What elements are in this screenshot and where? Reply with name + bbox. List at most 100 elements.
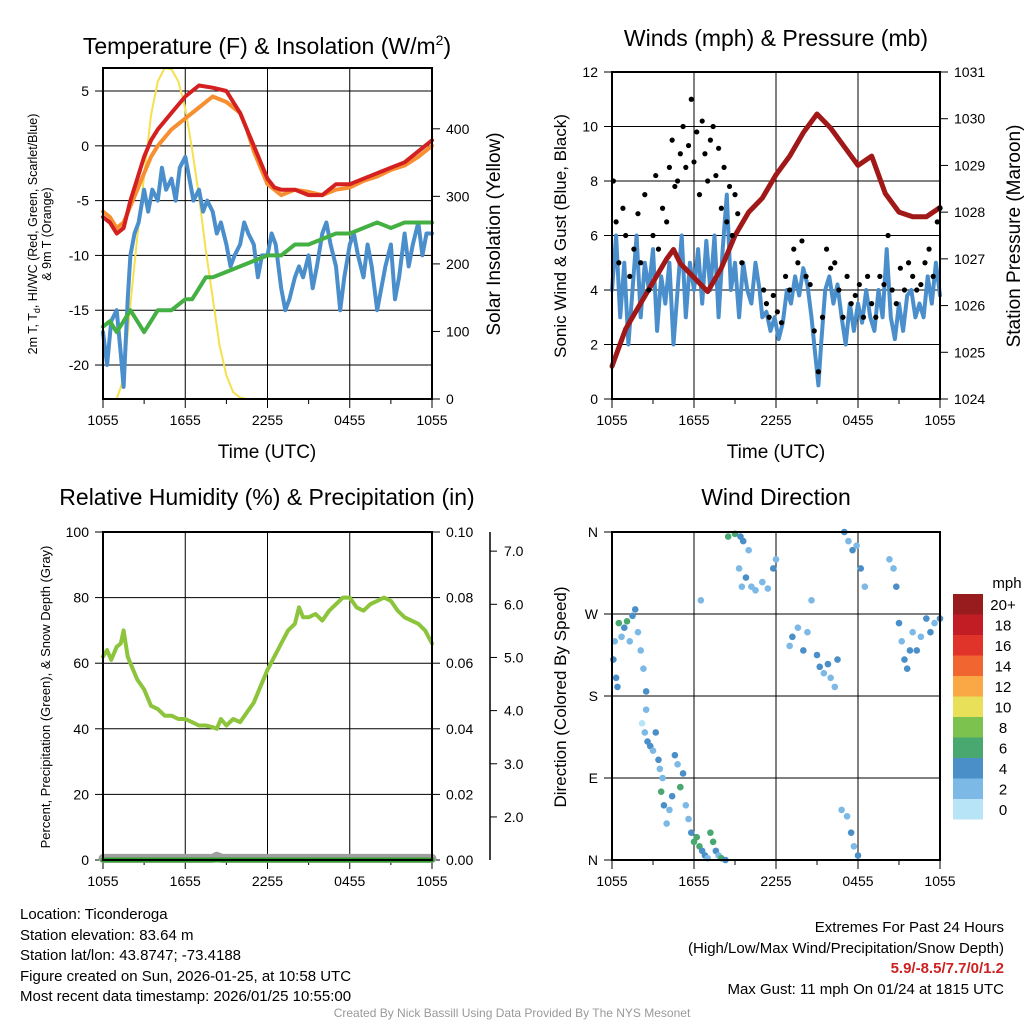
gust-point [901, 287, 908, 293]
wind-x-tick-label: 1055 [596, 412, 627, 428]
gust-point [787, 287, 793, 293]
gust-point [672, 183, 678, 190]
temp-plot-frame [102, 67, 433, 400]
legend-swatch [953, 655, 983, 676]
direction-point [649, 747, 657, 754]
direction-point [663, 820, 670, 827]
wind-x-tick-label: 1655 [678, 412, 709, 428]
gust-point [716, 145, 722, 151]
rh-y-right-tick-label: 0.10 [446, 524, 473, 540]
gust-point [774, 309, 780, 315]
dir-x-tick-label: 0455 [842, 873, 873, 889]
legend-label: 0 [999, 802, 1007, 819]
gust-point [832, 260, 838, 266]
temp-y-right-label: Solar Insolation (Yellow) [484, 132, 505, 335]
gust-point [889, 287, 895, 293]
gust-point [683, 164, 689, 170]
direction-point [789, 633, 796, 641]
gust-point [893, 301, 899, 307]
gust-point [881, 281, 887, 288]
gust-point [897, 265, 903, 271]
max-gust-text: Max Gust: 11 mph On 01/24 at 1815 UTC [727, 980, 1004, 998]
gust-point [650, 232, 656, 239]
temp-y-right-tick-label: 300 [446, 188, 470, 204]
gust-point [713, 172, 719, 179]
temp-x-tick-label: 1055 [416, 412, 447, 428]
rh-y-right-tick-label: 0.04 [446, 721, 473, 737]
gust-point [761, 287, 767, 293]
rh-plot: 1055 1655 2255 0455 1055 0 20 40 60 80 100 0.00 0.02… [66, 524, 524, 889]
dir-x-tick-label: 1055 [596, 873, 627, 889]
legend-label: 20+ [990, 597, 1016, 614]
dir-x-tick-label: 2255 [760, 873, 791, 889]
direction-point [629, 612, 636, 620]
direction-point [685, 815, 692, 823]
rh-series-relative-humidity [101, 595, 434, 731]
gust-point [655, 246, 662, 252]
temp-y-tick-label: 0 [81, 138, 89, 154]
gust-point [934, 219, 940, 225]
gust-point [694, 129, 700, 135]
gust-point [778, 320, 785, 326]
direction-point [892, 583, 900, 590]
direction-point [917, 633, 925, 641]
direction-point [652, 729, 660, 736]
gust-point [782, 273, 789, 279]
dir-x-tick-label: 1055 [924, 873, 955, 889]
gust-point [905, 260, 912, 266]
temp-series-insolation [102, 67, 433, 400]
direction-point [745, 546, 752, 554]
wind-y-label: Sonic Wind & Gust (Blue, Black) [551, 114, 570, 358]
gust-point [828, 265, 834, 271]
wind-y-tick-label: 0 [590, 391, 598, 407]
gust-point [930, 273, 936, 279]
gust-point [877, 273, 883, 279]
direction-point [612, 674, 620, 682]
temp-x-tick-label: 2255 [252, 412, 283, 428]
direction-point [614, 683, 621, 691]
direction-point [693, 833, 701, 841]
gust-point [620, 205, 626, 211]
gust-point [691, 159, 697, 165]
direction-point [687, 829, 695, 836]
legend-label: 16 [995, 638, 1012, 655]
gust-point [873, 314, 879, 320]
gust-point [922, 260, 928, 266]
gust-point [823, 246, 830, 252]
wind-y-tick-label: 10 [582, 119, 598, 135]
wind-y-right-tick-label: 1026 [954, 298, 985, 314]
direction-point [640, 665, 647, 672]
wind-y-tick-label: 8 [590, 173, 598, 189]
rh-y-label: Percent, Precipitation (Green), & Snow D… [38, 546, 53, 849]
temp-series-2m-t [101, 83, 434, 236]
gust-point [653, 172, 659, 179]
station-info: Location: Ticonderoga Station elevation:… [20, 905, 351, 1008]
gust-point [623, 232, 629, 239]
gust-point [627, 273, 633, 279]
direction-point [808, 597, 815, 604]
legend-label: 12 [995, 679, 1012, 696]
gust-point [856, 281, 862, 288]
gust-point [669, 137, 675, 143]
direction-point [854, 852, 862, 859]
direction-point [641, 729, 649, 736]
rh-y-right-tick-label: 0.02 [446, 786, 473, 802]
legend-label: 2 [999, 782, 1007, 799]
temp-y-tick-label: -5 [77, 193, 90, 209]
wind-x-tick-label: 1055 [924, 412, 955, 428]
gust-point [860, 314, 867, 320]
legend-label: 4 [999, 761, 1007, 778]
gust-point [770, 292, 776, 299]
direction-point [764, 585, 772, 592]
gust-point [705, 178, 711, 184]
snow-tick-label: 7.0 [504, 543, 524, 559]
gust-point [646, 287, 652, 293]
gust-point [844, 273, 850, 279]
legend-swatch [953, 594, 983, 615]
gust-point [836, 287, 842, 293]
legend-swatch [953, 758, 983, 779]
direction-point [656, 765, 664, 773]
temp-y-right-tick-label: 200 [446, 256, 470, 272]
temp-y-right-tick-label: 100 [446, 323, 470, 339]
legend-swatch [953, 635, 983, 656]
